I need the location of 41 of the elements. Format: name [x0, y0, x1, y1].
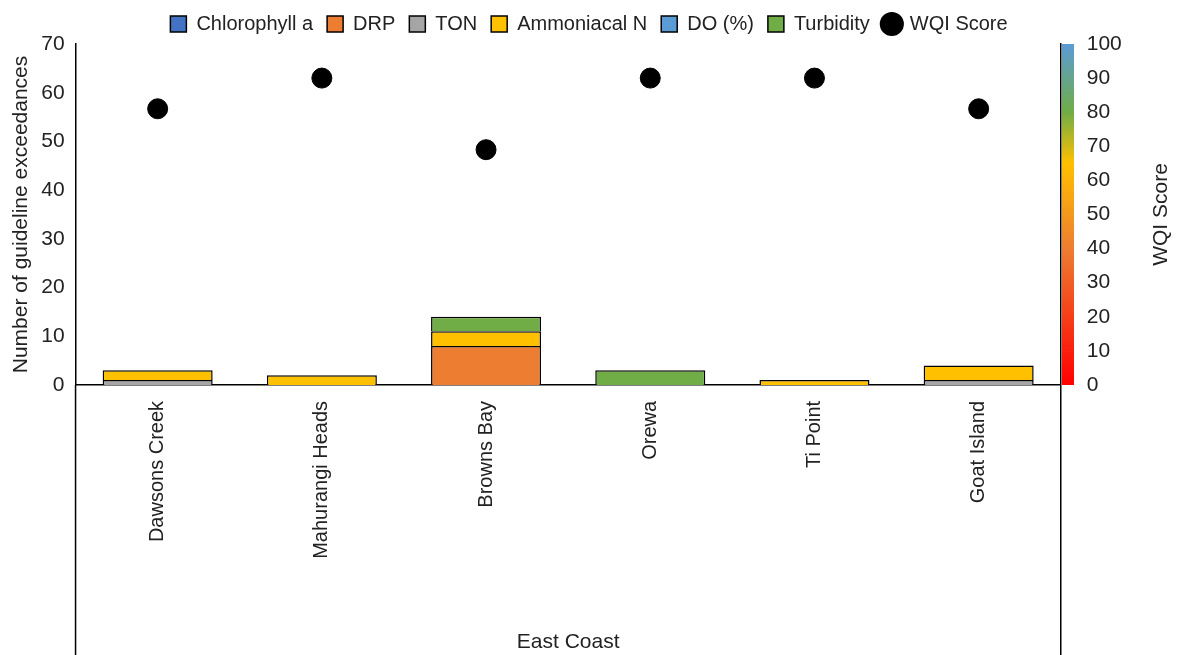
point	[475, 139, 497, 161]
legend-label: DO (%)	[687, 11, 754, 34]
y2-tick-label: 80	[1086, 98, 1111, 122]
x-tick-label: Browns Bay	[473, 400, 496, 508]
x-axis-title: East Coast	[516, 629, 620, 653]
y-tick-label: 20	[41, 274, 65, 298]
y-tick-label: 30	[41, 225, 65, 249]
y2-tick-label: 50	[1086, 201, 1111, 225]
y-tick-label: 10	[41, 323, 65, 347]
x-tick-label: Orewa	[637, 400, 660, 460]
y2-tick-label: 0	[1086, 371, 1099, 395]
y2-tick-label: 90	[1086, 64, 1111, 88]
y-tick-label: 60	[41, 79, 65, 103]
y-axis-title: Number of guideline exceedances	[8, 55, 32, 374]
point	[803, 67, 825, 89]
y2-tick-label: 40	[1086, 235, 1111, 259]
y-tick-label: 70	[41, 30, 65, 54]
y2-tick-label: 60	[1086, 167, 1111, 191]
point	[968, 98, 990, 120]
x-tick-label: Ti Point	[801, 400, 824, 468]
y2-axis-title: WQI Score	[1147, 163, 1171, 266]
x-tick-label: Dawsons Creek	[145, 399, 168, 543]
legend-label: Ammoniacal N	[517, 11, 648, 34]
legend-label: WQI Score	[909, 11, 1008, 34]
legend-label: Chlorophyll a	[196, 11, 314, 34]
y2-tick-label: 20	[1086, 303, 1111, 327]
legend-label: DRP	[353, 11, 396, 34]
y2-tick-label: 10	[1086, 337, 1111, 361]
x-tick-label: Goat Island	[966, 400, 989, 504]
legend-label: Turbidity	[793, 11, 870, 34]
legend-label: TON	[435, 11, 478, 34]
y-tick-label: 0	[52, 371, 65, 395]
point	[311, 67, 333, 89]
x-tick-label: Mahurangi Heads	[309, 400, 332, 559]
y2-tick-label: 70	[1086, 133, 1111, 157]
y-tick-label: 40	[41, 176, 65, 200]
y-tick-label: 50	[41, 128, 65, 152]
y2-tick-label: 100	[1086, 30, 1122, 54]
point	[147, 98, 169, 120]
point	[639, 67, 661, 89]
y2-tick-label: 30	[1086, 269, 1111, 293]
